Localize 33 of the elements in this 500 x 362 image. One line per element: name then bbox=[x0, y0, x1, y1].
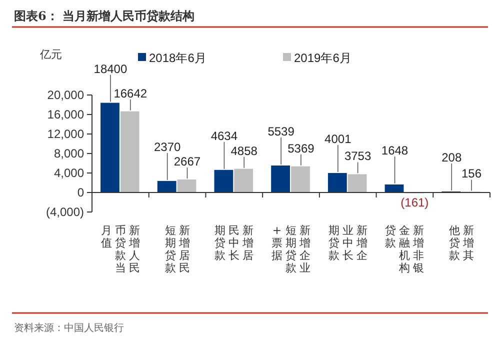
chart-title: 图表6： 当月新增人民币贷款结构 bbox=[14, 9, 195, 23]
data-label: 4634 bbox=[210, 128, 238, 143]
data-label: 5369 bbox=[288, 141, 315, 156]
data-label: 4858 bbox=[230, 144, 258, 158]
data-label: 2370 bbox=[154, 140, 182, 154]
data-label: 2667 bbox=[174, 154, 201, 168]
y-tick-label: 0 bbox=[77, 186, 84, 200]
y-tick-label: 12,000 bbox=[47, 127, 84, 142]
x-tick-label: 新增其他贷款 bbox=[449, 224, 474, 262]
data-label: (161) bbox=[400, 195, 429, 210]
data-label: 5539 bbox=[268, 124, 295, 138]
y-tick-label: 8,000 bbox=[54, 146, 84, 161]
y-tick-label: 4,000 bbox=[54, 166, 84, 180]
y-axis-title: 亿元 bbox=[39, 48, 62, 61]
category-label: 新增居民短期贷款 bbox=[164, 224, 190, 274]
data-label: 208 bbox=[442, 150, 462, 164]
category-label: 新增居民中长期贷款 bbox=[214, 224, 254, 262]
data-label: 156 bbox=[462, 166, 482, 181]
data-label: 1648 bbox=[381, 143, 408, 158]
category-label: 新增企业中长期贷款 bbox=[328, 224, 368, 262]
category-label: 新增企业短期贷款+票据 bbox=[272, 224, 310, 274]
data-label: 3753 bbox=[344, 149, 372, 164]
data-label: 16642 bbox=[114, 86, 148, 100]
y-tick-label: (4,000) bbox=[46, 205, 84, 220]
data-label: 18400 bbox=[94, 62, 128, 76]
legend-label: 2018年6月 bbox=[149, 51, 206, 65]
data-label: 4001 bbox=[324, 132, 352, 146]
y-tick-label: 20,000 bbox=[47, 88, 84, 102]
y-tick-label: 16,000 bbox=[47, 108, 84, 122]
text: 资料来源：中国人民银行 bbox=[14, 322, 124, 334]
category-label: 新增非银金融机构贷款 bbox=[385, 224, 424, 274]
legend-label: 2019年6月 bbox=[294, 51, 352, 65]
category-label: 新增人民币贷款当月值 bbox=[100, 224, 140, 274]
